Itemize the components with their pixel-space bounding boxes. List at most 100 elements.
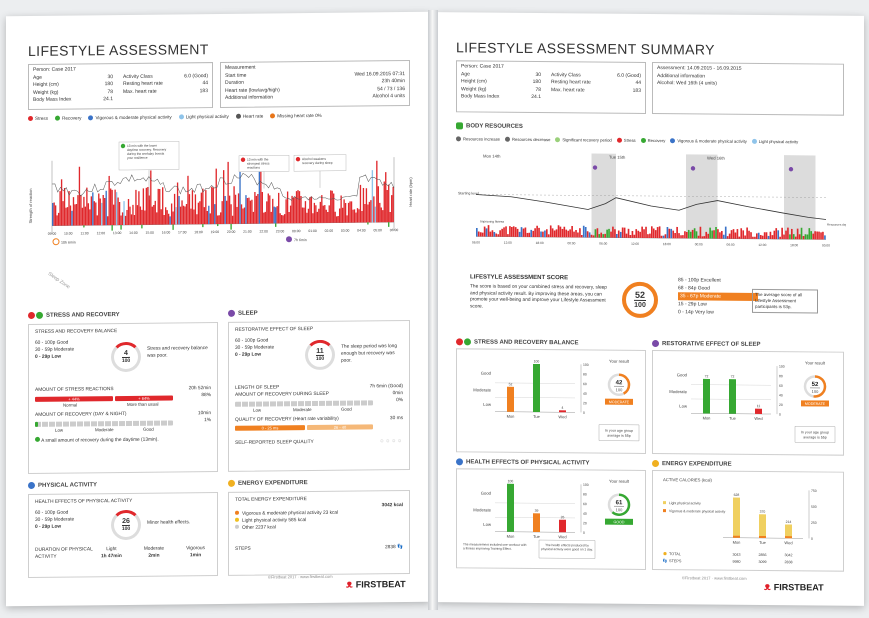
stress-bar <box>156 212 158 225</box>
activity-bar <box>658 226 661 239</box>
energy-item-label: Vigorous & moderate physical activity 23… <box>242 510 339 517</box>
right-page: LIFESTYLE ASSESSMENT SUMMARY Person: Cas… <box>436 12 864 606</box>
average-text: In your age group <box>605 429 633 433</box>
activity-bar <box>759 234 762 239</box>
activity-bar <box>668 228 671 239</box>
stress-bar <box>254 191 256 224</box>
x-tick-label: 06:00 <box>727 243 735 247</box>
total-icon <box>663 552 667 556</box>
x-tick-label: 10:00 <box>64 232 73 236</box>
result-total: 100 <box>616 387 623 392</box>
stress-icon <box>456 338 463 346</box>
activity-duration: Vigorous 1min <box>186 545 205 559</box>
y-tick-label: 250 <box>811 521 817 525</box>
activity-bar <box>491 230 494 237</box>
y-tick-label: 0 <box>583 531 585 535</box>
stress-bar <box>218 215 220 224</box>
duration-value: 1h 47min <box>101 554 122 560</box>
footsteps-icon: 👣 <box>397 545 403 551</box>
stress-bar <box>236 206 238 224</box>
activity-bar <box>682 235 684 239</box>
stress-bar <box>257 193 259 224</box>
legend-swatch <box>640 137 646 143</box>
stress-bar <box>191 190 194 225</box>
activity-bar <box>761 235 764 239</box>
stress-bar <box>309 197 311 224</box>
average-text: average is 55p <box>607 434 631 438</box>
stress-bar <box>355 212 357 223</box>
y-tick-label: 80 <box>779 374 783 378</box>
activity-bar <box>802 236 805 240</box>
stress-bar <box>65 207 67 226</box>
stress-bar <box>266 201 268 224</box>
stress-bar <box>81 207 84 226</box>
activity-bar <box>499 230 501 237</box>
page-title: LIFESTYLE ASSESSMENT <box>28 41 209 59</box>
bar-vigorous <box>733 535 740 538</box>
stress-bar <box>273 206 275 224</box>
total-value: 2856 <box>759 553 767 557</box>
activity-bar <box>649 233 651 239</box>
stress-bar <box>205 190 207 225</box>
sleep-icon <box>228 309 235 317</box>
legend-label: Heart rate <box>242 113 264 119</box>
sleep-marker <box>592 165 598 170</box>
section-energy: ENERGY EXPENDITURE <box>652 460 732 468</box>
activity-bar <box>553 230 556 238</box>
stress-bar <box>90 196 93 226</box>
score-ring: 26 100 <box>111 509 141 541</box>
stress-bar <box>334 211 336 223</box>
stress-bar <box>56 215 58 226</box>
x-tick-label: 19:00 <box>211 230 220 234</box>
legend-label: Recovery <box>62 115 82 121</box>
activity-bar <box>709 227 711 239</box>
level-label: Moderate <box>473 507 491 512</box>
activity-bar <box>808 228 811 240</box>
y-tick-label: 100 <box>779 365 785 369</box>
score-scale: 85 - 100p Excellent 68 - 84p Good 35 - 67p… <box>678 276 758 317</box>
stress-bar <box>258 169 261 224</box>
x-tick-label: 03:00 <box>341 229 350 233</box>
stress-bar <box>359 184 362 223</box>
legend-label: Light physical activity <box>758 138 799 145</box>
activity-bar <box>822 231 824 240</box>
x-tick-label: Wed <box>558 414 566 419</box>
stress-bar <box>142 188 145 225</box>
section-title: SLEEP <box>238 310 258 317</box>
x-tick-label: 05:00 <box>373 228 382 232</box>
stress-bar <box>233 186 235 224</box>
stress-bar <box>123 201 125 225</box>
activity-bar <box>561 228 564 238</box>
bar-value: 4 <box>562 406 564 410</box>
activity-bar <box>639 231 641 238</box>
legend-label: Vigorous & moderate physical activity <box>95 114 172 121</box>
bar-vigorous <box>785 536 792 539</box>
stress-bar <box>346 215 348 223</box>
x-tick-label: 22:00 <box>259 229 268 233</box>
y-tick-label: 40 <box>779 393 783 397</box>
legend-swatch <box>456 136 461 142</box>
stress-bar <box>84 206 87 226</box>
x-tick-label: Tue <box>533 414 541 419</box>
activity-bar <box>522 228 525 237</box>
bar <box>533 363 540 413</box>
stress-bar <box>295 191 298 224</box>
activity-bar <box>573 231 575 238</box>
x-tick-label: 12:00 <box>631 242 639 246</box>
score-note: The sleep period was long enough but rec… <box>341 344 397 364</box>
activity-bar <box>715 226 717 239</box>
x-tick-label: 13:00 <box>113 231 122 235</box>
stress-bar <box>202 188 204 225</box>
activity-bar <box>612 226 614 238</box>
stress-bar <box>169 216 171 225</box>
sleep-zone <box>784 155 816 240</box>
activity-bar <box>769 231 772 240</box>
result-badge <box>605 518 633 525</box>
activity-bar <box>542 231 544 238</box>
annotation-icon <box>295 156 301 162</box>
sleep-label: Sleep Zone <box>46 270 71 291</box>
result-badge-label: GOOD <box>614 520 625 524</box>
info-value: 180 <box>532 78 541 86</box>
activity-bar <box>701 236 704 239</box>
stress-bar <box>249 200 252 224</box>
